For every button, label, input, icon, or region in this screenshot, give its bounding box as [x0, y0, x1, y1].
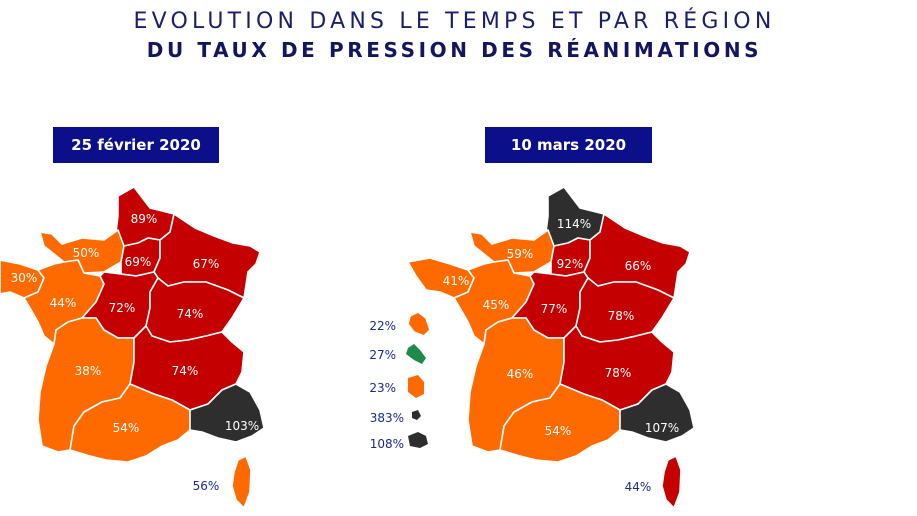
region-right-paca	[619, 383, 695, 443]
label-left-centre: 72%	[109, 301, 136, 315]
label-right-occitanie: 54%	[545, 424, 572, 438]
overseas-4-label: 383%	[370, 411, 404, 425]
region-left-paca	[189, 383, 265, 443]
overseas-4-shape	[412, 410, 421, 420]
region-left-corse	[231, 455, 252, 509]
overseas-2-shape	[406, 344, 426, 364]
label-left-bretagne: 30%	[11, 271, 38, 285]
label-right-paca: 107%	[645, 421, 679, 435]
label-right-bourgogne: 78%	[608, 309, 635, 323]
label-left-nouvelle-aquitaine: 38%	[75, 364, 102, 378]
label-left-normandie: 50%	[73, 246, 100, 260]
label-right-hauts-de-france: 114%	[557, 217, 591, 231]
label-right-nouvelle-aquitaine: 46%	[507, 367, 534, 381]
label-left-paca: 103%	[225, 419, 259, 433]
title-line-2: DU TAUX DE PRESSION DES RÉANIMATIONS	[146, 38, 763, 62]
label-left-auvergne: 74%	[172, 364, 199, 378]
label-left-corse: 56%	[193, 479, 220, 493]
map-left: 89% 50% 69% 67% 30% 44% 72% 74% 38% 74% …	[0, 186, 265, 509]
overseas-5-label: 108%	[370, 437, 404, 451]
overseas-3-shape	[408, 375, 424, 398]
label-left-pays-de-la-loire: 44%	[50, 296, 77, 310]
label-right-ile-de-france: 92%	[557, 257, 584, 271]
overseas-3-label: 23%	[369, 381, 396, 395]
label-left-bourgogne: 74%	[177, 307, 204, 321]
date-label-left: 25 février 2020	[53, 127, 219, 163]
date-label-right: 10 mars 2020	[485, 127, 652, 163]
overseas-2-label: 27%	[369, 348, 396, 362]
overseas-1-shape	[407, 311, 431, 337]
label-right-pays-de-la-loire: 45%	[483, 298, 510, 312]
label-right-auvergne: 78%	[605, 366, 632, 380]
overseas-1-label: 22%	[369, 319, 396, 333]
overseas-territories: 22% 27% 23% 383% 108%	[369, 311, 431, 451]
label-right-grand-est: 66%	[625, 259, 652, 273]
map-right: 114% 59% 92% 66% 41% 45% 77% 78% 46% 78%…	[407, 186, 695, 509]
label-right-bretagne: 41%	[443, 274, 470, 288]
label-right-corse: 44%	[625, 480, 652, 494]
label-left-grand-est: 67%	[193, 257, 220, 271]
label-left-ile-de-france: 69%	[125, 255, 152, 269]
title-line-1: EVOLUTION DANS LE TEMPS ET PAR RÉGION	[133, 9, 776, 34]
overseas-5-shape	[408, 432, 428, 448]
label-right-normandie: 59%	[507, 247, 534, 261]
label-left-occitanie: 54%	[113, 421, 140, 435]
label-left-hauts-de-france: 89%	[131, 212, 158, 226]
region-right-corse	[661, 455, 682, 509]
label-right-centre: 77%	[541, 302, 568, 316]
